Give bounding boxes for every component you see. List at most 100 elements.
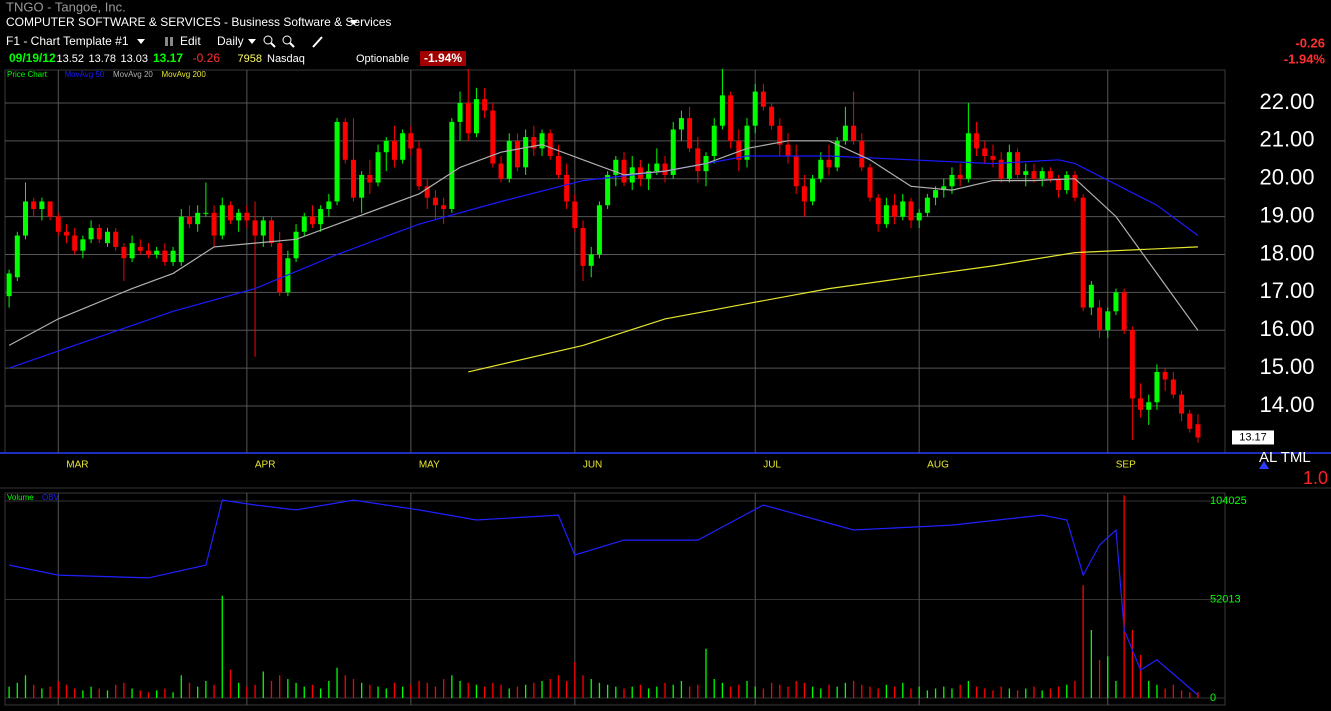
candle-body [949,174,955,187]
candle-body [810,178,816,202]
candle-body [924,197,930,213]
candle-body [1056,178,1062,191]
candle-body [605,174,611,206]
candle-body [145,250,151,255]
candle-body [96,227,102,240]
candle-body [916,212,922,221]
candle-body [137,246,143,251]
quote-volume: 7958 [238,53,262,65]
candle-body [473,99,479,134]
y-tick-label: 17.00 [1259,278,1314,303]
moving-average-line [8,140,1199,346]
period-dropdown-icon[interactable] [248,39,256,44]
candle-body [564,174,570,202]
y-tick-label: 16.00 [1259,316,1314,341]
candle-body [834,140,840,168]
candle-body [219,205,225,236]
candle-body [580,227,586,266]
template-selector[interactable]: F1 - Chart Template #1 [6,34,129,48]
candle-body [900,201,906,217]
y-tick-label: 15.00 [1259,354,1314,379]
price-legend-title: Price Chart [7,70,48,79]
period-selector[interactable]: Daily [217,34,244,48]
candle-body [547,133,553,156]
candle-body [162,250,168,263]
candle-body [1097,307,1103,331]
change-pct-box [420,51,466,66]
candle-body [752,91,758,126]
candle-body [957,174,963,179]
candle-body [728,95,734,141]
candle-body [1187,413,1193,429]
y-tick-label: 104025 [1210,495,1247,507]
candle-body [990,155,996,160]
alert-marker [1259,461,1269,469]
candle-body [769,106,775,126]
candle-body [482,99,488,111]
candle-body [1121,292,1127,331]
candle-body [47,201,53,217]
candle-body [785,144,791,156]
candle-body [695,148,701,172]
edit-icon[interactable] [165,37,168,46]
quote-optionable: Optionable [356,53,409,65]
x-tick-label: JUL [763,460,781,471]
moving-average-line [468,246,1198,373]
y-tick-label: 22.00 [1259,89,1314,114]
candle-body [1006,152,1012,179]
candle-body [465,102,471,134]
candle-body [408,133,414,149]
candle-body [801,186,807,202]
template-dropdown-icon[interactable] [137,39,145,44]
candle-body [678,118,684,130]
candle-body [260,220,266,236]
edit-icon[interactable] [170,37,173,46]
candle-body [760,91,766,107]
candle-body [941,186,947,191]
legend-entry: MovAvg 200 [162,70,207,79]
last-price-label: 13.17 [1239,431,1267,443]
zoom-in-icon[interactable] [270,42,276,48]
candle-body [63,231,69,236]
candle-body [1129,330,1135,399]
candle-body [350,159,356,198]
candle-body [236,212,242,221]
candle-body [736,140,742,160]
symbol-title: TNGO - Tangoe, Inc. [6,0,126,14]
candle-body [908,201,914,221]
candle-body [293,231,299,259]
candle-body [1113,292,1119,312]
candle-body [974,133,980,149]
candle-body [555,155,561,175]
al-tml-label[interactable]: AL TML [1259,449,1311,466]
candle-body [1138,398,1144,410]
candle-body [113,231,119,247]
quote-change-pct: -1.94% [424,51,462,65]
draw-tool-icon[interactable] [312,36,323,48]
industry[interactable]: COMPUTER SOFTWARE & SERVICES - Business … [6,15,391,29]
zoom-in-icon[interactable] [263,35,273,45]
candle-body [933,190,939,198]
candle-body [998,159,1004,179]
candle-body [88,227,94,240]
candle-body [301,216,307,232]
candle-body [6,273,12,297]
candle-body [342,121,348,160]
candle-body [1170,379,1176,395]
x-tick-label: MAY [419,460,440,471]
right-change-pct: -1.94% [1284,51,1326,66]
candle-body [793,155,799,187]
candle-body [400,133,406,160]
industry-dropdown-icon[interactable] [350,20,358,25]
candle-body [359,174,365,198]
zoom-out-icon[interactable] [282,35,292,45]
zoom-out-icon[interactable] [289,42,295,48]
quote-low: 13.03 [120,53,148,65]
quote-open: 13.52 [56,53,84,65]
candle-body [1039,171,1045,179]
edit-button[interactable]: Edit [180,34,201,48]
last-price-box [1232,430,1274,445]
candle-body [851,125,857,141]
y-tick-label: 21.00 [1259,127,1314,152]
candle-body [154,250,160,255]
